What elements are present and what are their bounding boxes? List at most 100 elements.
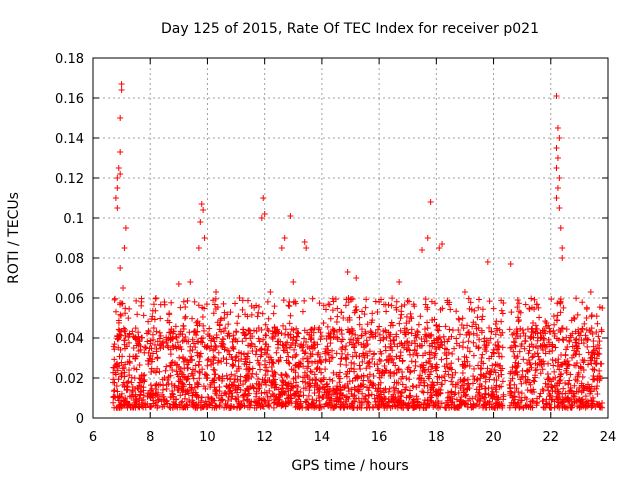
data-point [184,361,191,368]
data-point [571,393,578,400]
data-point [275,358,282,365]
data-point [478,358,485,365]
data-point [203,343,210,350]
data-point [334,305,341,312]
data-point [372,385,379,392]
data-point [376,374,383,381]
data-point [419,368,426,375]
data-point [294,384,301,391]
data-point [553,165,560,171]
data-point [517,309,524,316]
data-point [376,331,383,338]
x-tick-label: 16 [371,430,388,445]
data-point [529,404,536,411]
data-point [378,350,385,357]
data-point [540,358,547,365]
data-point [530,344,537,351]
data-point [227,309,234,316]
data-point [189,399,196,406]
data-point [349,341,356,348]
data-point [462,392,469,399]
data-point [192,344,199,351]
data-point [434,326,441,333]
data-point [542,350,549,357]
data-point [200,327,207,334]
data-point [455,315,462,322]
data-point [163,336,170,343]
data-point [119,365,126,372]
data-point [149,356,156,363]
data-point [196,358,203,365]
data-point [324,389,331,396]
data-point [138,298,145,305]
data-point [229,381,236,388]
data-point [487,335,494,342]
data-point [223,360,230,367]
data-point [255,335,262,342]
data-point [548,296,555,303]
data-point [556,404,563,411]
data-point [558,400,565,407]
data-point [185,364,192,371]
data-point [315,392,322,399]
data-point [250,384,257,391]
data-point [268,382,275,389]
data-point [366,371,373,378]
data-point [460,362,467,369]
data-point [496,326,503,333]
data-point [290,375,297,382]
data-point [248,311,255,318]
data-point [508,309,515,316]
data-point [111,341,118,348]
data-point [117,149,124,155]
data-point [351,384,358,391]
data-point [579,373,586,380]
data-point [482,378,489,385]
data-point [399,368,406,375]
data-point [292,362,299,369]
data-point [415,321,422,328]
y-tick-label: 0.06 [55,292,84,307]
data-point [540,387,547,394]
data-point [589,376,596,383]
data-point [538,361,545,368]
data-point [246,359,253,366]
data-point [292,404,299,411]
data-point [559,336,566,343]
data-point [423,359,430,366]
data-point [557,296,564,303]
data-point [468,306,475,313]
data-point [541,342,548,349]
data-point [318,378,325,385]
data-point [374,309,381,316]
data-point [492,369,499,376]
data-point [434,379,441,386]
data-point [524,368,531,375]
data-point [549,388,556,395]
data-point [282,326,289,333]
data-point [552,357,559,364]
data-point [478,327,485,334]
data-point [201,371,208,378]
data-point [279,377,286,384]
data-point [507,261,514,267]
data-point [201,235,208,241]
data-point [245,375,252,382]
data-point [200,207,207,213]
data-point [289,340,296,347]
data-point [411,303,418,310]
data-point [309,359,316,366]
data-point [337,375,344,382]
data-point [141,378,148,385]
data-point [385,388,392,395]
data-point [599,305,606,311]
data-point [343,361,350,368]
data-point [159,376,166,383]
data-point [535,353,542,360]
data-point [167,346,174,353]
data-point [325,301,332,308]
data-point [243,376,250,383]
data-point [308,332,315,339]
data-point [213,289,220,295]
data-point [292,361,299,368]
